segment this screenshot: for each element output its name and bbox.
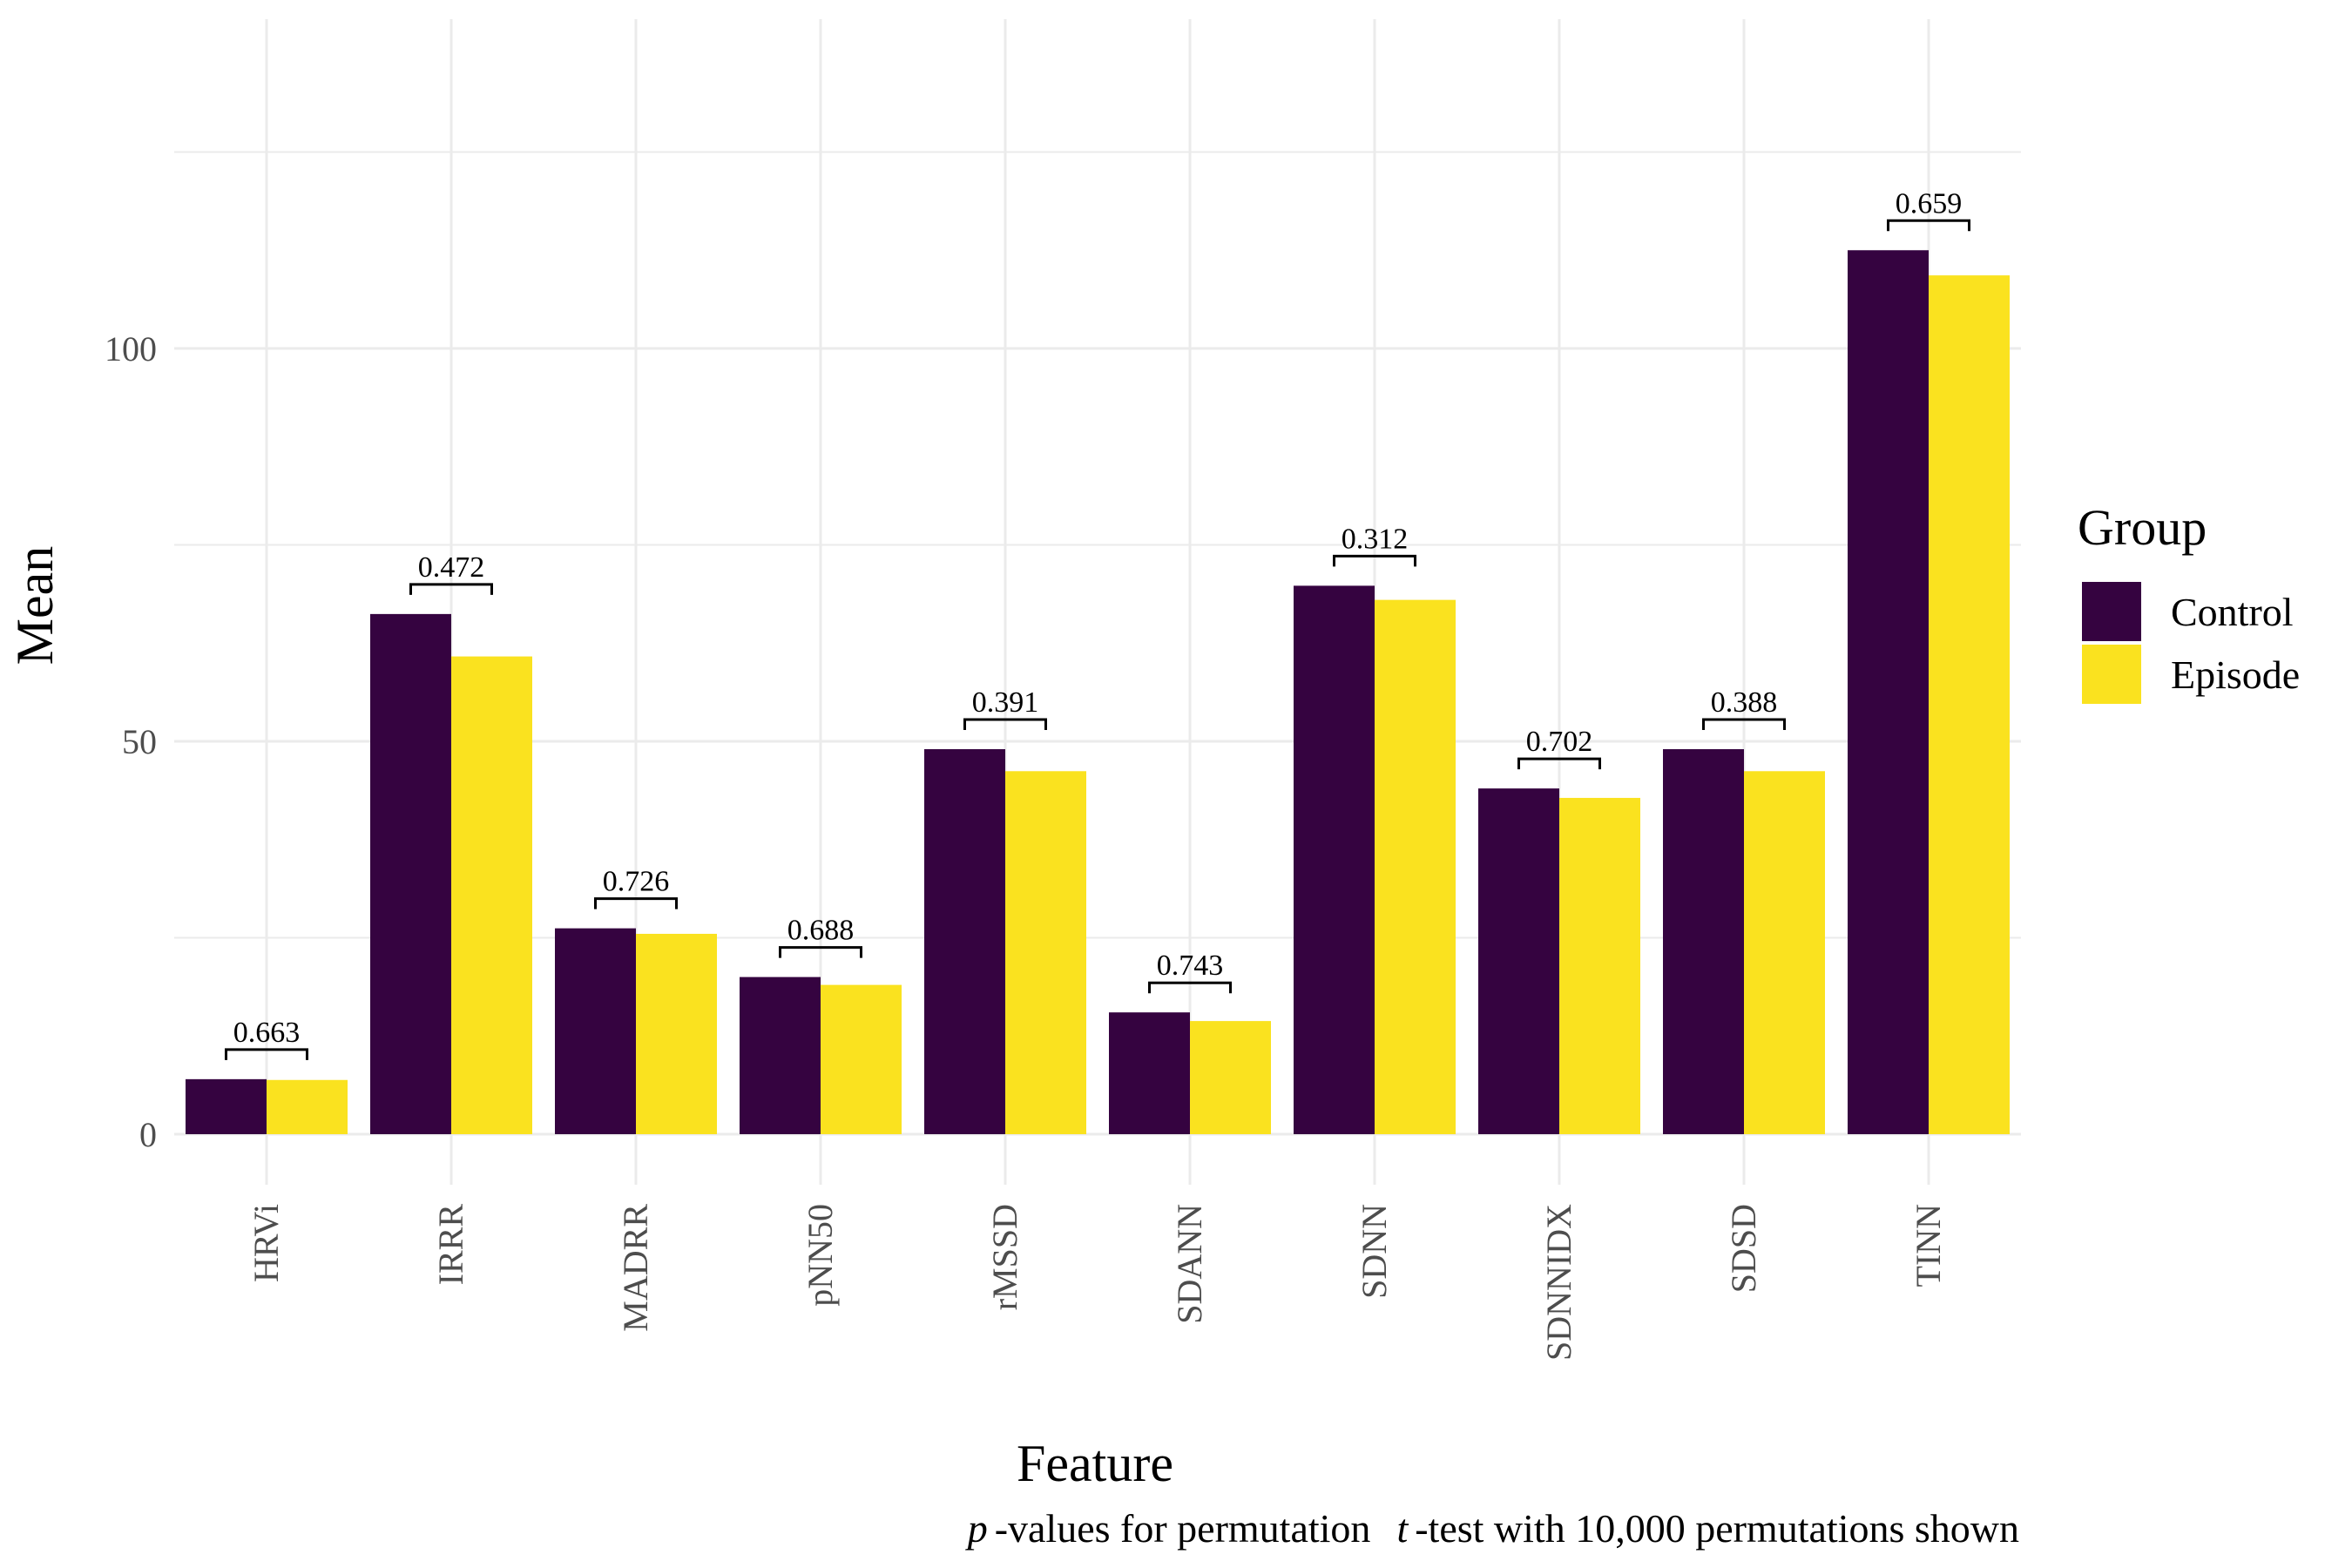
bar-episode-irrr	[451, 656, 532, 1134]
bar-episode-sdsd	[1744, 771, 1825, 1134]
legend-key-episode	[2082, 645, 2141, 704]
bar-episode-tinn	[1929, 275, 2010, 1134]
p-value-label: 0.659	[1896, 187, 1963, 220]
caption-part2: -test with 10,000 permutations shown	[1415, 1506, 2019, 1551]
x-tick-label: TINN	[1909, 1204, 1948, 1288]
x-tick-label: IRRR	[431, 1204, 470, 1286]
p-value-label: 0.702	[1526, 726, 1593, 758]
bar-episode-sdnnidx	[1559, 797, 1640, 1134]
bar-control-rmssd	[924, 749, 1005, 1134]
p-value-bracket	[1517, 757, 1601, 770]
bar-episode-sdnn	[1375, 599, 1456, 1134]
caption-part1: -values for permutation	[995, 1506, 1371, 1551]
p-value-label: 0.388	[1711, 686, 1778, 719]
p-value-label: 0.312	[1342, 523, 1409, 555]
legend-label-episode: Episode	[2171, 652, 2300, 697]
p-value-bracket	[1887, 219, 1970, 232]
bar-episode-hrvi	[267, 1079, 348, 1134]
bar-control-sdnnidx	[1478, 788, 1559, 1134]
caption-p: p	[965, 1506, 988, 1551]
p-value-label: 0.472	[418, 551, 485, 584]
bar-control-madrr	[555, 928, 636, 1134]
y-tick-label: 100	[105, 329, 157, 368]
bar-control-hrvi	[186, 1078, 267, 1134]
p-value-bracket	[963, 718, 1047, 731]
y-tick-label: 50	[122, 722, 157, 761]
y-axis-ticks: 0 50 100	[105, 329, 157, 1154]
p-value-bracket	[225, 1048, 308, 1060]
x-tick-label: SDNN	[1355, 1204, 1394, 1299]
bar-control-tinn	[1848, 250, 1929, 1134]
bar-episode-sdann	[1190, 1021, 1271, 1134]
x-tick-label: SDNNIDX	[1539, 1204, 1578, 1361]
x-tick-label: SDSD	[1724, 1204, 1763, 1293]
x-tick-label: SDANN	[1170, 1204, 1209, 1324]
legend-key-control	[2082, 582, 2141, 641]
x-tick-label: HRVi	[247, 1204, 286, 1282]
bar-control-sdsd	[1663, 749, 1744, 1134]
p-value-bracket	[409, 583, 493, 595]
p-value-label: 0.663	[233, 1017, 301, 1049]
legend-label-control: Control	[2171, 590, 2294, 634]
caption: p -values for permutation t -test with 10,0…	[965, 1506, 2019, 1551]
y-axis-title: Mean	[6, 546, 64, 666]
legend: Group Control Episode	[2078, 499, 2300, 704]
p-value-label: 0.688	[787, 915, 855, 947]
x-axis-title: Feature	[1017, 1435, 1173, 1492]
bars	[186, 250, 2010, 1134]
p-value-annotations: 0.663 0.472 0.726 0.688 0.391 0.743 0.312 0.702…	[225, 187, 1970, 1060]
x-tick-label: MADRR	[616, 1204, 655, 1332]
p-value-bracket	[1702, 718, 1786, 731]
x-axis-ticks: HRVi IRRR MADRR pNN50 rMSSD SDANN SDNN SDNNIDX S…	[247, 1204, 1948, 1361]
bar-episode-pnn50	[821, 984, 902, 1134]
bar-control-sdann	[1109, 1012, 1190, 1134]
x-tick-label: rMSSD	[985, 1204, 1024, 1310]
bar-control-irrr	[370, 613, 451, 1134]
bar-control-sdnn	[1294, 585, 1375, 1134]
bar-episode-rmssd	[1005, 771, 1086, 1134]
p-value-bracket	[1148, 981, 1232, 994]
p-value-label: 0.391	[972, 686, 1039, 719]
x-tick-label: pNN50	[801, 1204, 840, 1307]
p-value-bracket	[594, 897, 678, 909]
p-value-bracket	[1333, 554, 1416, 567]
bar-episode-madrr	[636, 933, 717, 1134]
p-value-bracket	[779, 946, 862, 958]
bar-control-pnn50	[740, 977, 821, 1134]
caption-t: t	[1396, 1506, 1409, 1551]
legend-title: Group	[2078, 499, 2207, 556]
p-value-label: 0.743	[1157, 950, 1224, 982]
p-value-label: 0.726	[603, 866, 670, 898]
y-tick-label: 0	[139, 1115, 157, 1154]
